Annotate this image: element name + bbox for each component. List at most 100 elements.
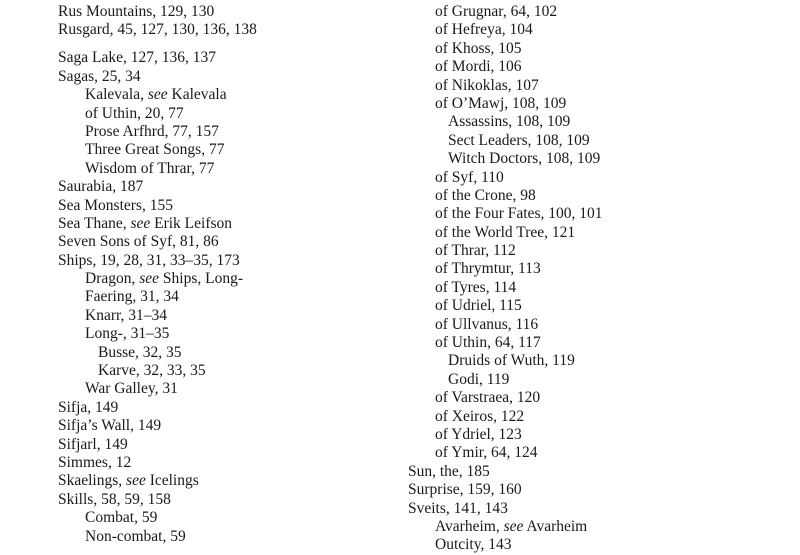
- entry-text: Ships, 19, 28, 31, 33–35, 173: [58, 251, 240, 269]
- index-subentry: of Thrymtur, 113: [408, 260, 602, 278]
- entry-text: Kalevala,: [85, 86, 148, 104]
- entry-text: Faering, 31, 34: [85, 288, 179, 306]
- entry-text: Long-, 31–35: [85, 325, 170, 343]
- index-entry: Sifja’s Wall, 149: [58, 417, 257, 435]
- index-subentry: of the World Tree, 121: [408, 224, 602, 242]
- index-subentry: Non-combat, 59: [58, 528, 257, 546]
- index-entry: Sea Monsters, 155: [58, 197, 257, 215]
- index-subentry: Kalevala, see Kalevala: [58, 86, 257, 104]
- entry-text: of the Crone, 98: [435, 186, 536, 204]
- entry-text: of Ullvanus, 116: [435, 315, 539, 333]
- index-column-right: of Grugnar, 64, 102 of Hefreya, 104 of Kho…: [408, 3, 602, 555]
- entry-text: War Galley, 31: [85, 380, 178, 398]
- entry-text: of Uthin, 20, 77: [85, 104, 184, 122]
- entry-text: of the Four Fates, 100, 101: [435, 205, 603, 223]
- entry-text: Combat, 59: [85, 509, 158, 527]
- index-subentry: of Uthin, 64, 117: [408, 334, 602, 352]
- entry-text: Simmes, 12: [58, 453, 132, 471]
- index-subentry: Knarr, 31–34: [58, 307, 257, 325]
- see-reference-label: see: [139, 270, 160, 288]
- index-subentry: Assassins, 108, 109: [408, 113, 602, 131]
- index-subentry: Busse, 32, 35: [58, 344, 257, 362]
- see-reference-label: see: [126, 472, 146, 490]
- index-column-left: Rus Mountains, 129, 130 Rusgard, 45, 127,…: [58, 3, 257, 546]
- entry-text: Rus Mountains, 129, 130: [58, 3, 215, 20]
- cross-reference-target: Icelings: [145, 472, 199, 490]
- index-entry: Rus Mountains, 129, 130: [58, 3, 257, 21]
- index-entry: Rusgard, 45, 127, 130, 136, 138: [58, 21, 257, 39]
- entry-text: Prose Arfhrd, 77, 157: [85, 122, 219, 140]
- index-entry: Seven Sons of Syf, 81, 86: [58, 233, 257, 251]
- index-subentry: Avarheim, see Avarheim: [408, 518, 602, 536]
- entry-text: of Varstraea, 120: [435, 389, 541, 407]
- index-subentry: of Syf, 110: [408, 169, 602, 187]
- entry-text: of Xeiros, 122: [435, 407, 525, 425]
- entry-text: Skaelings,: [58, 472, 127, 490]
- index-subentry: of Grugnar, 64, 102: [408, 3, 602, 21]
- index-subentry: of Khoss, 105: [408, 40, 602, 58]
- entry-text: of Grugnar, 64, 102: [435, 3, 558, 20]
- index-subentry: of Udriel, 115: [408, 297, 602, 315]
- entry-text: Sagas, 25, 34: [58, 67, 141, 85]
- entry-text: Sifja, 149: [58, 398, 119, 416]
- index-subentry: Long-, 31–35: [58, 325, 257, 343]
- entry-text: of Ymir, 64, 124: [435, 444, 538, 462]
- index-entry: Sea Thane, see Erik Leifson: [58, 215, 257, 233]
- index-subentry: Three Great Songs, 77: [58, 141, 257, 159]
- entry-text: Three Great Songs, 77: [85, 141, 225, 159]
- index-subentry: Sect Leaders, 108, 109: [408, 132, 602, 150]
- entry-text: Knarr, 31–34: [85, 306, 168, 324]
- index-entry: Ships, 19, 28, 31, 33–35, 173: [58, 252, 257, 270]
- entry-text: Sect Leaders, 108, 109: [448, 131, 590, 149]
- index-subentry: of Uthin, 20, 77: [58, 105, 257, 123]
- index-entry: Sveits, 141, 143: [408, 500, 602, 518]
- index-subentry: War Galley, 31: [58, 380, 257, 398]
- entry-text: of Nikoklas, 107: [435, 76, 539, 94]
- entry-text: Outcity, 143: [435, 536, 512, 554]
- index-subentry: of Varstraea, 120: [408, 389, 602, 407]
- index-subentry: Karve, 32, 33, 35: [58, 362, 257, 380]
- index-subentry: Outcity, 143: [408, 536, 602, 554]
- entry-text: Sea Monsters, 155: [58, 196, 173, 214]
- index-entry: Sifjarl, 149: [58, 436, 257, 454]
- entry-text: of Tyres, 114: [435, 278, 517, 296]
- entry-text: of Udriel, 115: [435, 297, 522, 315]
- index-subentry: of Thrar, 112: [408, 242, 602, 260]
- entry-text: Saurabia, 187: [58, 178, 144, 196]
- see-reference-label: see: [503, 517, 524, 535]
- entry-text: Skills, 58, 59, 158: [58, 490, 171, 508]
- index-subentry: of O’Mawj, 108, 109: [408, 95, 602, 113]
- entry-text: Karve, 32, 33, 35: [98, 362, 206, 380]
- index-entry: Surprise, 159, 160: [408, 481, 602, 499]
- see-reference-label: see: [147, 86, 168, 104]
- entry-text: Saga Lake, 127, 136, 137: [58, 49, 216, 67]
- entry-text: Dragon,: [85, 270, 140, 288]
- index-entry: Saga Lake, 127, 136, 137: [58, 49, 257, 67]
- index-subentry: of Nikoklas, 107: [408, 77, 602, 95]
- entry-text: of O’Mawj, 108, 109: [435, 94, 567, 112]
- index-entry: Saurabia, 187: [58, 178, 257, 196]
- index-subentry: Prose Arfhrd, 77, 157: [58, 123, 257, 141]
- entry-text: of Syf, 110: [435, 168, 504, 186]
- index-entry: Sun, the, 185: [408, 463, 602, 481]
- entry-text: Druids of Wuth, 119: [448, 352, 575, 370]
- index-subentry: of the Four Fates, 100, 101: [408, 205, 602, 223]
- entry-text: Godi, 119: [448, 370, 510, 388]
- see-reference-label: see: [130, 214, 151, 232]
- index-subentry: Combat, 59: [58, 509, 257, 527]
- entry-text: Non-combat, 59: [85, 527, 186, 545]
- entry-text: Busse, 32, 35: [98, 343, 182, 361]
- entry-text: of the World Tree, 121: [435, 223, 576, 241]
- entry-text: Assassins, 108, 109: [448, 113, 571, 131]
- index-subentry: of Ydriel, 123: [408, 426, 602, 444]
- index-subentry: of Ymir, 64, 124: [408, 444, 602, 462]
- entry-text: of Thrymtur, 113: [435, 260, 541, 278]
- entry-text: Sea Thane,: [58, 214, 131, 232]
- entry-text: Wisdom of Thrar, 77: [85, 159, 215, 177]
- entry-text: Sveits, 141, 143: [408, 499, 508, 517]
- index-subentry: of Xeiros, 122: [408, 408, 602, 426]
- index-subentry: Druids of Wuth, 119: [408, 352, 602, 370]
- entry-text: Rusgard, 45, 127, 130, 136, 138: [58, 21, 257, 39]
- entry-text: of Thrar, 112: [435, 242, 516, 260]
- cross-reference-target: Kalevala: [167, 86, 227, 104]
